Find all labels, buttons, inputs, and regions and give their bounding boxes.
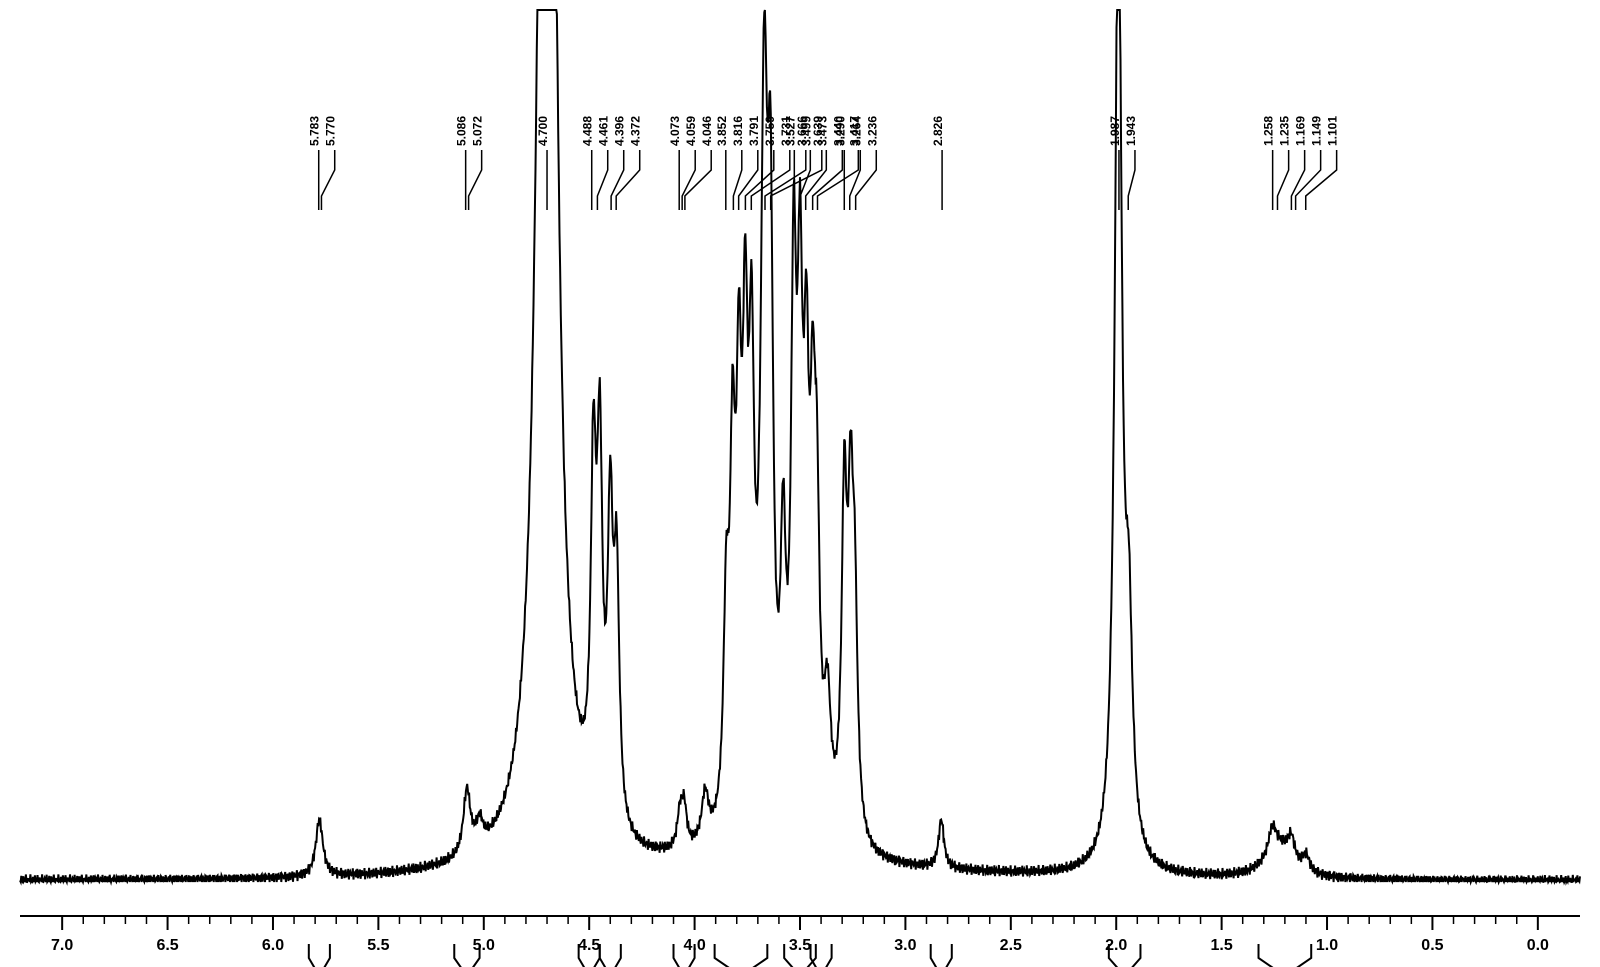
peak-label-tick xyxy=(806,150,827,210)
peak-label: 3.264 xyxy=(849,116,863,146)
peak-label-tick xyxy=(817,150,858,210)
axis-tick-label: 0.0 xyxy=(1527,937,1549,954)
integral-bracket xyxy=(931,944,952,967)
peak-label: 1.169 xyxy=(1294,116,1308,146)
peak-label: 3.791 xyxy=(747,116,761,146)
axis-tick-label: 3.0 xyxy=(894,937,916,954)
peak-label-tick xyxy=(733,150,741,210)
axis-tick-label: 5.5 xyxy=(367,937,389,954)
peak-label-tick xyxy=(685,150,711,210)
integral-bracket xyxy=(600,944,621,967)
integral-bracket xyxy=(309,944,330,967)
peak-label-tick xyxy=(1291,150,1304,210)
peak-label: 1.235 xyxy=(1278,116,1292,146)
integral-bracket xyxy=(811,944,832,967)
peak-label: 4.046 xyxy=(700,116,714,146)
peak-label: 4.461 xyxy=(597,116,611,146)
peak-label: 3.852 xyxy=(715,116,729,146)
peak-label-tick xyxy=(611,150,624,210)
peak-label: 3.473 xyxy=(815,116,829,146)
peak-label: 3.290 xyxy=(833,116,847,146)
peak-label: 4.059 xyxy=(684,116,698,146)
peak-label: 1.101 xyxy=(1326,116,1340,146)
peak-label: 4.372 xyxy=(629,116,643,146)
axis-tick-label: 6.0 xyxy=(262,937,284,954)
peak-label: 3.527 xyxy=(783,116,797,146)
peak-label-tick xyxy=(771,150,822,210)
peak-label-tick xyxy=(321,150,334,210)
peak-label: 2.826 xyxy=(931,116,945,146)
peak-label: 3.816 xyxy=(731,116,745,146)
peak-label-tick xyxy=(1277,150,1288,210)
peak-label: 4.073 xyxy=(668,116,682,146)
axis-tick-label: 1.0 xyxy=(1316,937,1338,954)
peak-label: 3.759 xyxy=(763,116,777,146)
peak-label: 3.236 xyxy=(865,116,879,146)
axis-tick-label: 1.5 xyxy=(1210,937,1232,954)
peak-label: 5.072 xyxy=(471,116,485,146)
peak-label: 1.987 xyxy=(1108,116,1122,146)
peak-label-tick xyxy=(682,150,695,210)
peak-label: 1.149 xyxy=(1310,116,1324,146)
peak-label-tick xyxy=(469,150,482,210)
integral-bracket xyxy=(715,944,768,967)
peak-label: 4.488 xyxy=(581,116,595,146)
nmr-spectrum-svg: 7.06.56.05.55.04.54.03.53.02.52.01.51.00… xyxy=(0,0,1600,967)
axis-tick-label: 4.5 xyxy=(578,937,600,954)
peak-label: 4.700 xyxy=(536,116,550,146)
peak-label: 4.396 xyxy=(613,116,627,146)
peak-label: 1.258 xyxy=(1262,116,1276,146)
axis-tick-label: 2.5 xyxy=(1000,937,1022,954)
peak-label-tick xyxy=(616,150,640,210)
axis-tick-label: 7.0 xyxy=(51,937,73,954)
peak-label-tick xyxy=(597,150,607,210)
axis-tick-label: 6.5 xyxy=(156,937,178,954)
peak-label-tick xyxy=(1128,150,1135,210)
peak-label: 3.499 xyxy=(799,116,813,146)
peak-label: 5.783 xyxy=(308,116,322,146)
peak-label: 5.086 xyxy=(455,116,469,146)
integral-bracket xyxy=(1259,944,1312,967)
nmr-spectrum-container: 7.06.56.05.55.04.54.03.53.02.52.01.51.00… xyxy=(0,0,1600,967)
peak-label: 5.770 xyxy=(324,116,338,146)
axis-tick-label: 0.5 xyxy=(1421,937,1443,954)
axis-tick-label: 3.5 xyxy=(789,937,811,954)
peak-label: 1.943 xyxy=(1124,116,1138,146)
axis-tick-label: 5.0 xyxy=(473,937,495,954)
